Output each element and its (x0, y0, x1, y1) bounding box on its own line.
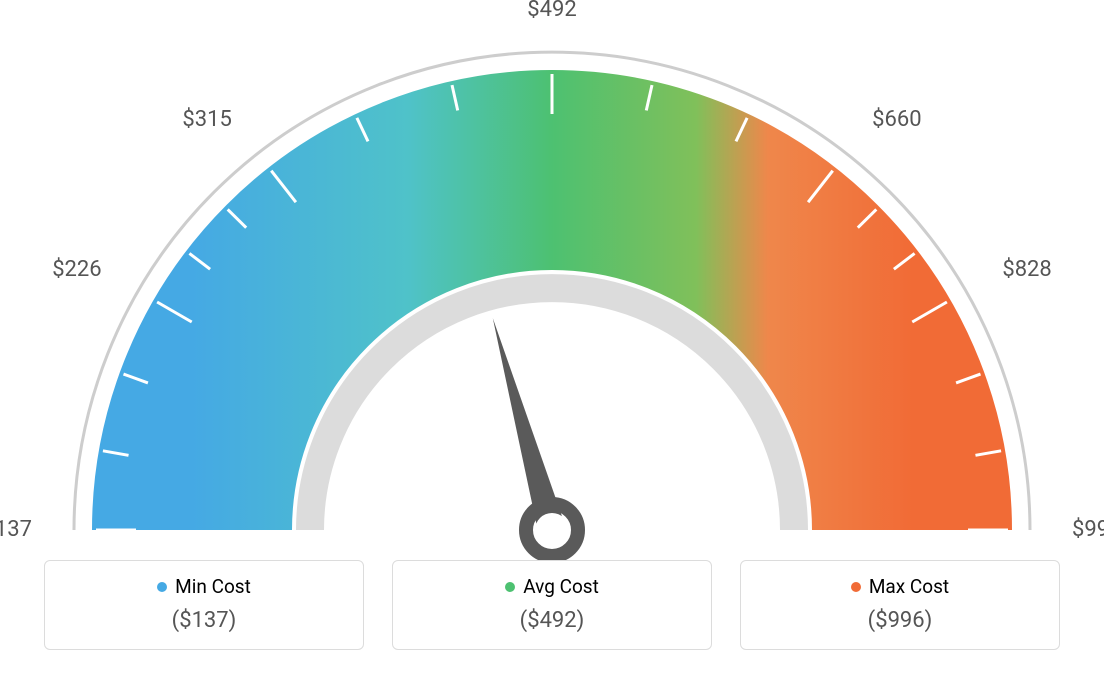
legend-value-avg: ($492) (403, 608, 701, 633)
legend-text-avg: Avg Cost (523, 575, 599, 598)
legend-label-max: Max Cost (851, 575, 949, 598)
gauge-scale-label: $828 (1002, 257, 1051, 282)
gauge-scale-label: $492 (527, 0, 576, 22)
gauge-container: $137 $226 $315 $492 $660 $828 $996 (0, 0, 1104, 560)
gauge-svg: $137 $226 $315 $492 $660 $828 $996 (0, 0, 1104, 560)
gauge-scale-label: $226 (52, 257, 101, 282)
legend-card-max: Max Cost ($996) (740, 560, 1060, 650)
legend-label-avg: Avg Cost (505, 575, 599, 598)
legend-dot-avg (505, 582, 515, 592)
gauge-needle-hub-inner (535, 513, 569, 547)
legend-card-avg: Avg Cost ($492) (392, 560, 712, 650)
gauge-scale-label: $137 (0, 517, 32, 542)
legend-row: Min Cost ($137) Avg Cost ($492) Max Cost… (0, 560, 1104, 650)
gauge-scale-label: $315 (182, 107, 231, 132)
legend-dot-min (157, 582, 167, 592)
legend-text-max: Max Cost (869, 575, 949, 598)
legend-value-min: ($137) (55, 608, 353, 633)
gauge-scale-label: $996 (1072, 517, 1104, 542)
legend-value-max: ($996) (751, 608, 1049, 633)
gauge-arc (192, 170, 912, 530)
gauge-scale-label: $660 (872, 107, 921, 132)
legend-dot-max (851, 582, 861, 592)
legend-label-min: Min Cost (157, 575, 251, 598)
legend-text-min: Min Cost (175, 575, 251, 598)
legend-card-min: Min Cost ($137) (44, 560, 364, 650)
